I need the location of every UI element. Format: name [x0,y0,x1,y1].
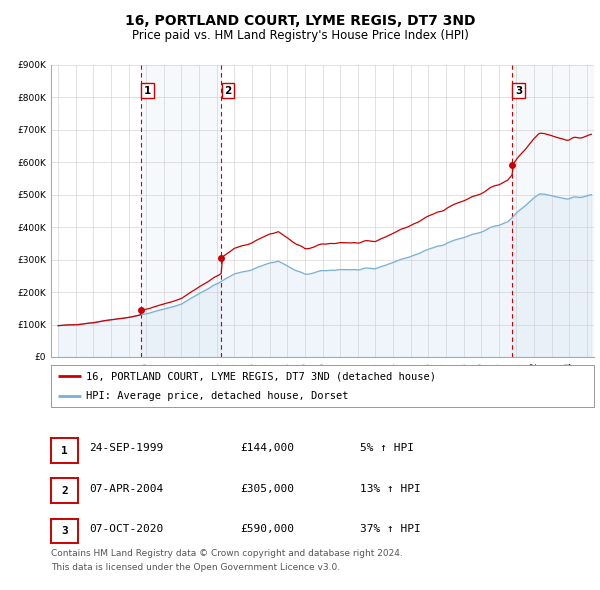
Text: Contains HM Land Registry data © Crown copyright and database right 2024.: Contains HM Land Registry data © Crown c… [51,549,403,558]
Text: 5% ↑ HPI: 5% ↑ HPI [360,444,414,453]
Text: £590,000: £590,000 [240,524,294,533]
Text: £305,000: £305,000 [240,484,294,493]
Text: Price paid vs. HM Land Registry's House Price Index (HPI): Price paid vs. HM Land Registry's House … [131,29,469,42]
Text: HPI: Average price, detached house, Dorset: HPI: Average price, detached house, Dors… [86,392,349,401]
Text: 1: 1 [61,446,68,455]
Text: 2: 2 [224,86,232,96]
Text: This data is licensed under the Open Government Licence v3.0.: This data is licensed under the Open Gov… [51,563,340,572]
Text: £144,000: £144,000 [240,444,294,453]
Text: 2: 2 [61,486,68,496]
Bar [512,65,594,357]
Text: 16, PORTLAND COURT, LYME REGIS, DT7 3ND (detached house): 16, PORTLAND COURT, LYME REGIS, DT7 3ND … [86,371,436,381]
Bar [142,65,221,357]
Text: 13% ↑ HPI: 13% ↑ HPI [360,484,421,493]
Text: 24-SEP-1999: 24-SEP-1999 [89,444,163,453]
Text: 16, PORTLAND COURT, LYME REGIS, DT7 3ND: 16, PORTLAND COURT, LYME REGIS, DT7 3ND [125,14,475,28]
Text: 37% ↑ HPI: 37% ↑ HPI [360,524,421,533]
Text: 3: 3 [515,86,522,96]
Text: 3: 3 [61,526,68,536]
Text: 07-APR-2004: 07-APR-2004 [89,484,163,493]
Text: 07-OCT-2020: 07-OCT-2020 [89,524,163,533]
Text: 1: 1 [144,86,151,96]
